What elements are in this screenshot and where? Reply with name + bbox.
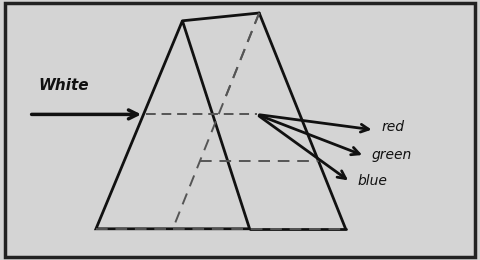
- Text: White: White: [38, 78, 89, 93]
- Text: green: green: [372, 148, 412, 162]
- Text: blue: blue: [358, 174, 387, 188]
- Text: red: red: [382, 120, 405, 134]
